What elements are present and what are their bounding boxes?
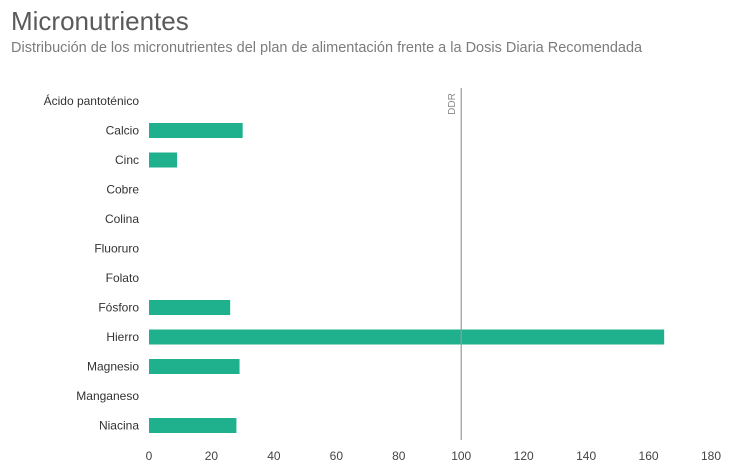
category-label: Fluoruro bbox=[94, 242, 139, 256]
chart-subtitle: Distribución de los micronutrientes del … bbox=[11, 40, 643, 56]
category-label: Cobre bbox=[106, 183, 139, 197]
bar[interactable] bbox=[149, 152, 178, 168]
x-tick-label: 20 bbox=[205, 449, 219, 463]
category-label: Cinc bbox=[115, 153, 139, 167]
x-tick-label: 160 bbox=[639, 449, 659, 463]
bar[interactable] bbox=[149, 123, 243, 138]
chart-title: Micronutrientes bbox=[11, 6, 189, 36]
category-label: Ácido pantoténico bbox=[44, 93, 140, 108]
bar[interactable] bbox=[149, 300, 231, 315]
x-tick-label: 80 bbox=[392, 449, 406, 463]
bar[interactable] bbox=[149, 418, 237, 433]
x-tick-label: 60 bbox=[330, 449, 344, 463]
category-label: Colina bbox=[105, 212, 139, 226]
category-label: Fósforo bbox=[98, 301, 139, 315]
category-label: Magnesio bbox=[87, 360, 139, 374]
x-tick-label: 0 bbox=[146, 449, 153, 463]
category-label: Niacina bbox=[99, 419, 139, 433]
category-label: Hierro bbox=[106, 330, 139, 344]
x-tick-label: 180 bbox=[701, 449, 721, 463]
bar[interactable] bbox=[149, 329, 665, 345]
x-tick-label: 100 bbox=[451, 449, 471, 463]
category-label: Manganeso bbox=[76, 389, 139, 403]
x-tick-label: 40 bbox=[267, 449, 281, 463]
x-tick-label: 140 bbox=[576, 449, 596, 463]
category-label: Calcio bbox=[106, 124, 140, 138]
reference-line-label: DDR bbox=[447, 93, 458, 115]
x-tick-label: 120 bbox=[514, 449, 534, 463]
bar[interactable] bbox=[149, 359, 240, 374]
category-label: Folato bbox=[106, 271, 140, 285]
